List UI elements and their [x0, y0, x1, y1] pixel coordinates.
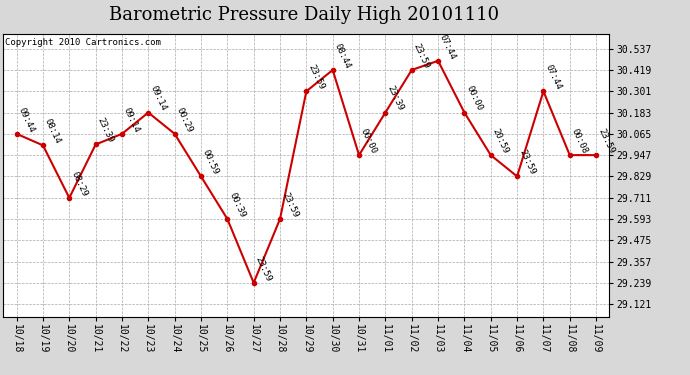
Text: 20:59: 20:59: [491, 127, 510, 155]
Text: 00:29: 00:29: [175, 106, 194, 134]
Text: 23:59: 23:59: [596, 127, 615, 155]
Text: 23:59: 23:59: [412, 42, 431, 70]
Text: 00:00: 00:00: [359, 127, 379, 155]
Text: 09:44: 09:44: [17, 106, 36, 134]
Text: 23:59: 23:59: [254, 255, 273, 283]
Text: 00:59: 00:59: [201, 148, 221, 176]
Text: 23:59: 23:59: [517, 148, 537, 176]
Text: 07:44: 07:44: [544, 63, 563, 91]
Text: 00:00: 00:00: [464, 84, 484, 112]
Text: 08:14: 08:14: [43, 117, 63, 146]
Text: 23:59: 23:59: [280, 191, 299, 219]
Text: 07:44: 07:44: [438, 33, 457, 61]
Text: 23:39: 23:39: [96, 116, 115, 144]
Text: 08:29: 08:29: [69, 170, 89, 198]
Text: Barometric Pressure Daily High 20101110: Barometric Pressure Daily High 20101110: [108, 6, 499, 24]
Text: 00:08: 00:08: [570, 127, 589, 155]
Text: 08:44: 08:44: [333, 42, 352, 70]
Text: 23:59: 23:59: [306, 63, 326, 91]
Text: 00:39: 00:39: [227, 191, 247, 219]
Text: 23:39: 23:39: [386, 84, 405, 112]
Text: 09:14: 09:14: [148, 84, 168, 112]
Text: Copyright 2010 Cartronics.com: Copyright 2010 Cartronics.com: [5, 38, 161, 47]
Text: 09:14: 09:14: [122, 106, 141, 134]
